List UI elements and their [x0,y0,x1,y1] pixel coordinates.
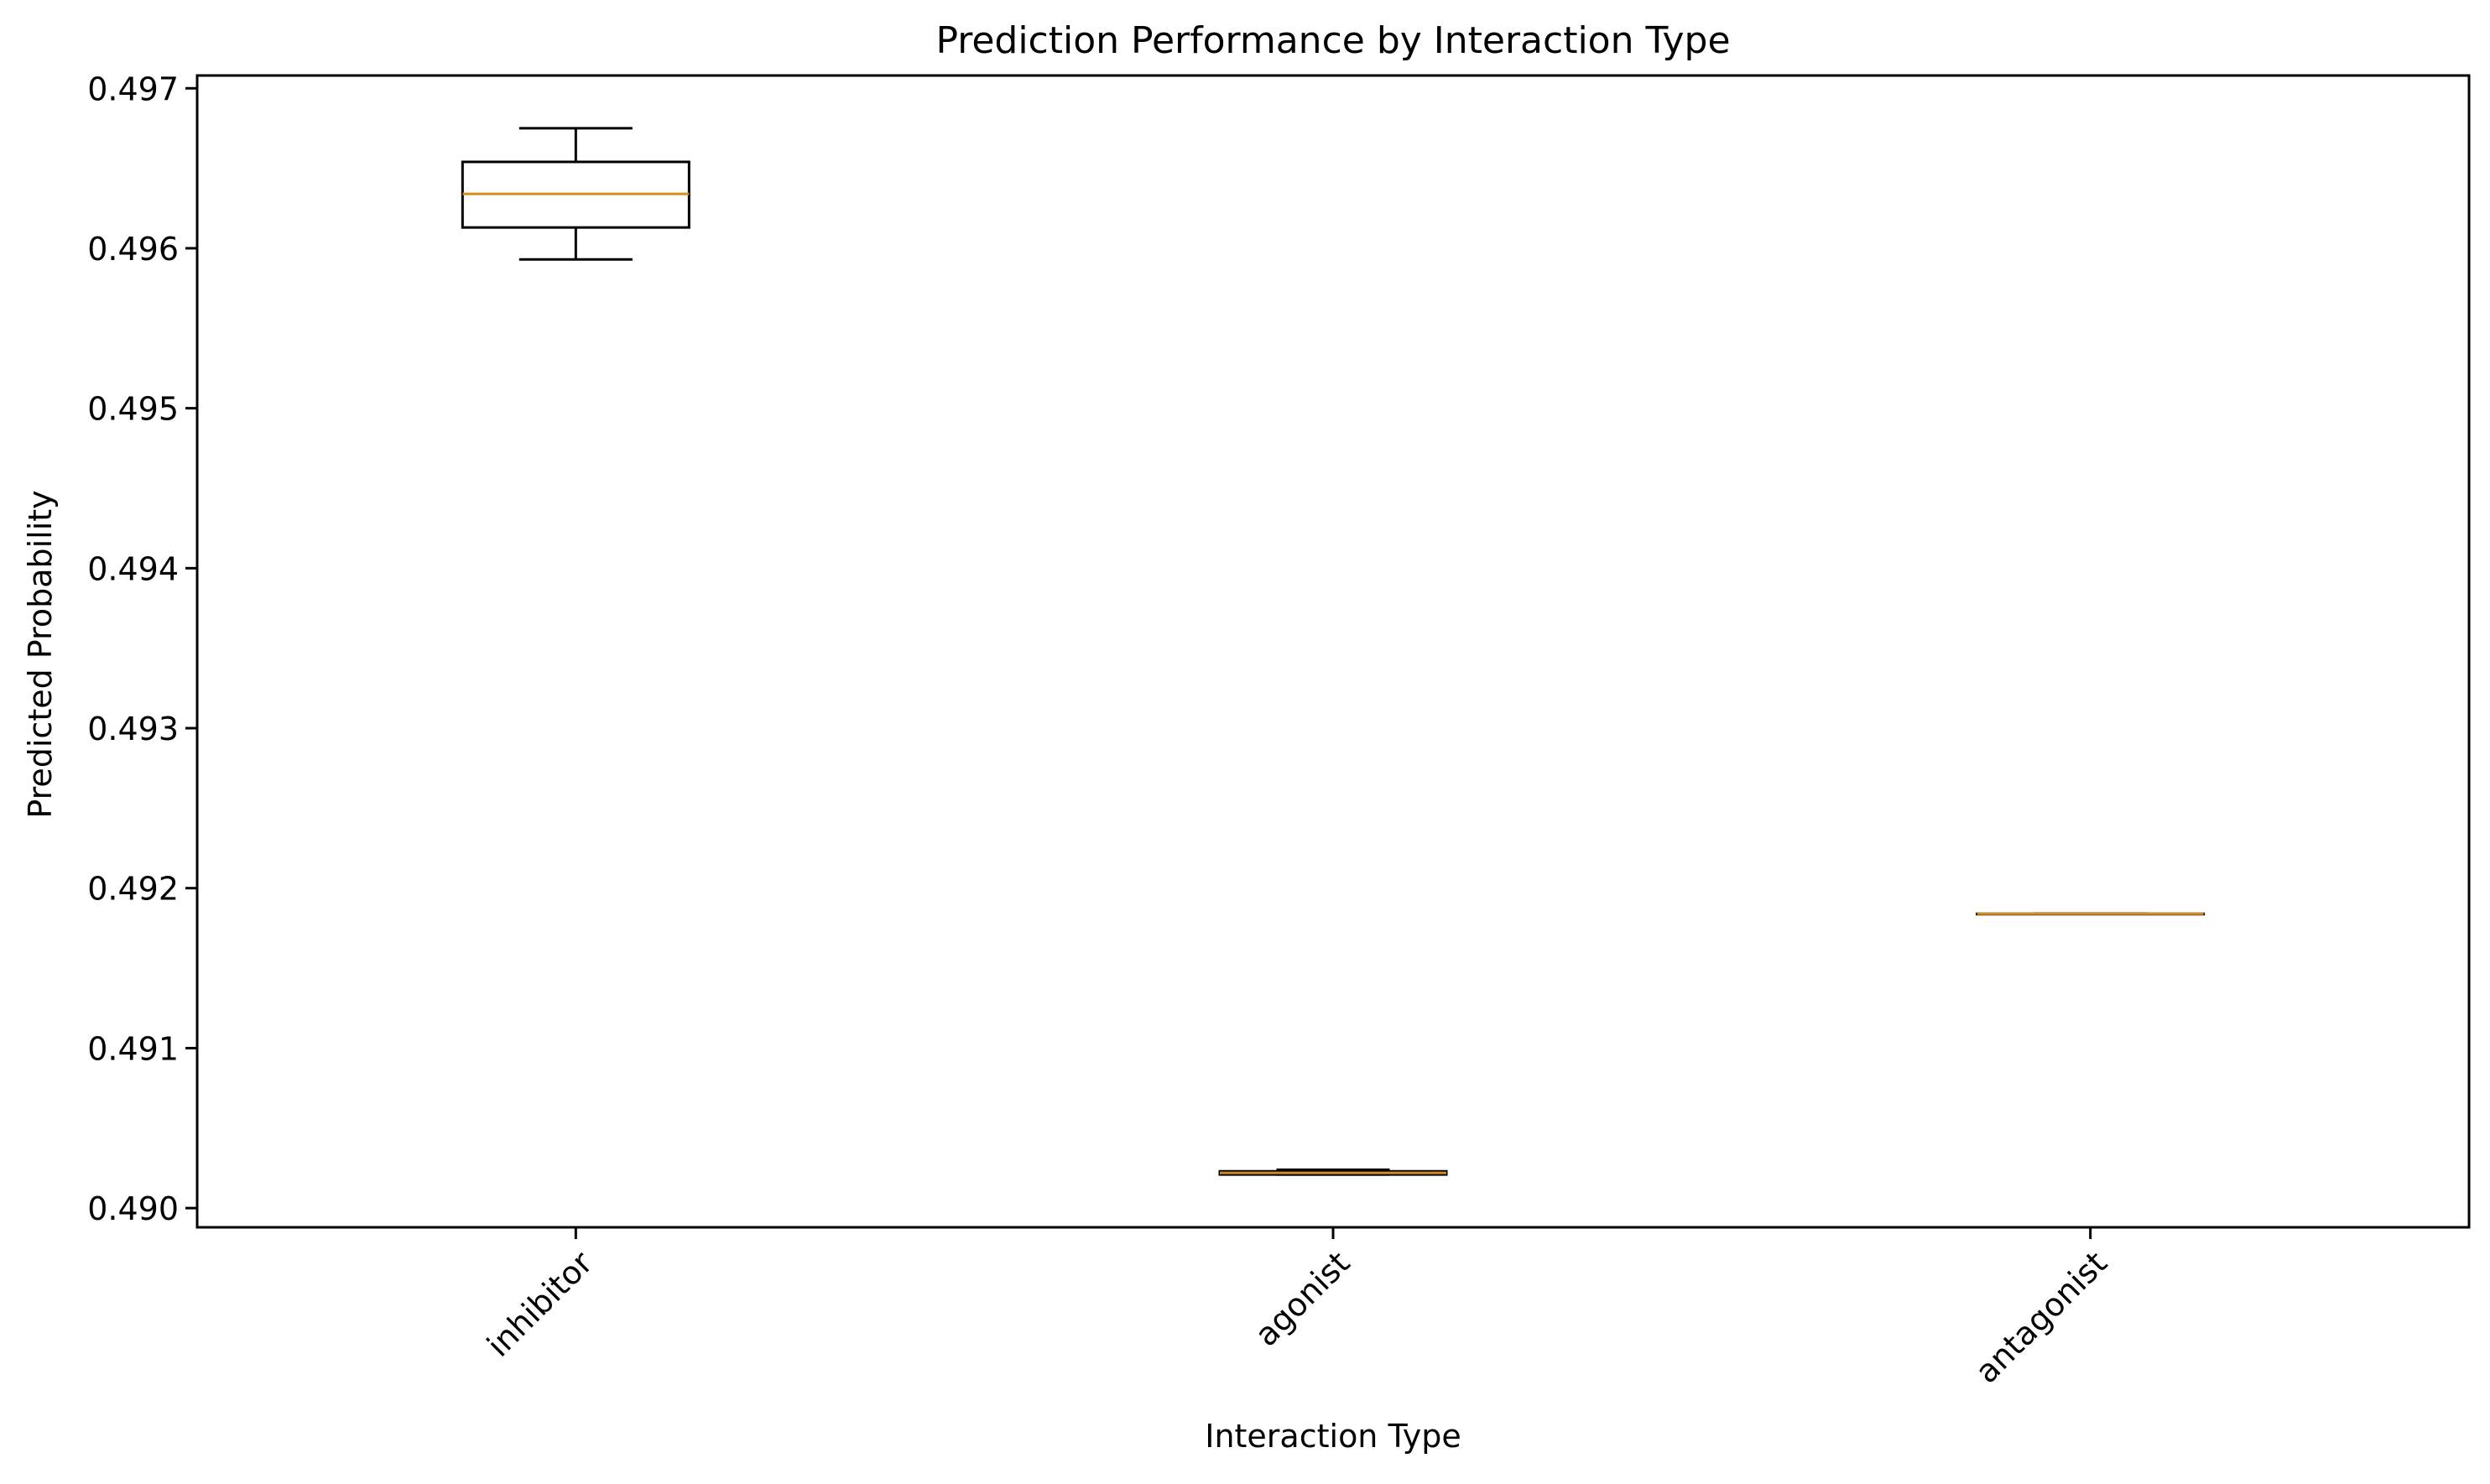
box-inhibitor [461,127,690,261]
y-tick-label: 0.496 [87,231,179,268]
y-tick-label: 0.493 [87,711,179,747]
y-axis-label: Predicted Probability [22,490,59,818]
y-axis: 0.490 0.491 0.492 0.493 0.494 0.495 0.496 0.497 [87,70,197,1227]
box-agonist [1218,1168,1448,1176]
x-axis-label: Interaction Type [1205,1418,1461,1455]
y-tick-label: 0.497 [87,70,179,107]
y-tick-label: 0.492 [87,871,179,908]
x-tick-label: agonist [1248,1244,1357,1353]
y-tick-label: 0.490 [87,1190,179,1227]
plot-frame [195,74,2471,1229]
x-tick-label: inhibitor [480,1244,600,1364]
y-tick-label: 0.491 [87,1030,179,1067]
y-tick-label: 0.494 [87,550,179,587]
chart-title: Prediction Performance by Interaction Ty… [935,19,1730,62]
x-axis: inhibitor agonist antagonist [480,1227,2114,1390]
boxes-group [461,127,2206,1176]
y-tick-label: 0.495 [87,391,179,428]
x-tick-label: antagonist [1968,1244,2114,1390]
